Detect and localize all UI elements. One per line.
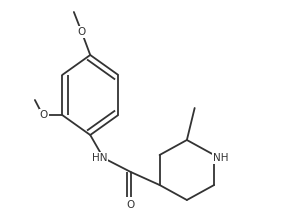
Text: O: O xyxy=(40,110,48,120)
Text: O: O xyxy=(78,27,86,37)
Text: O: O xyxy=(127,200,135,210)
Text: HN: HN xyxy=(92,153,107,163)
Text: NH: NH xyxy=(213,153,228,163)
